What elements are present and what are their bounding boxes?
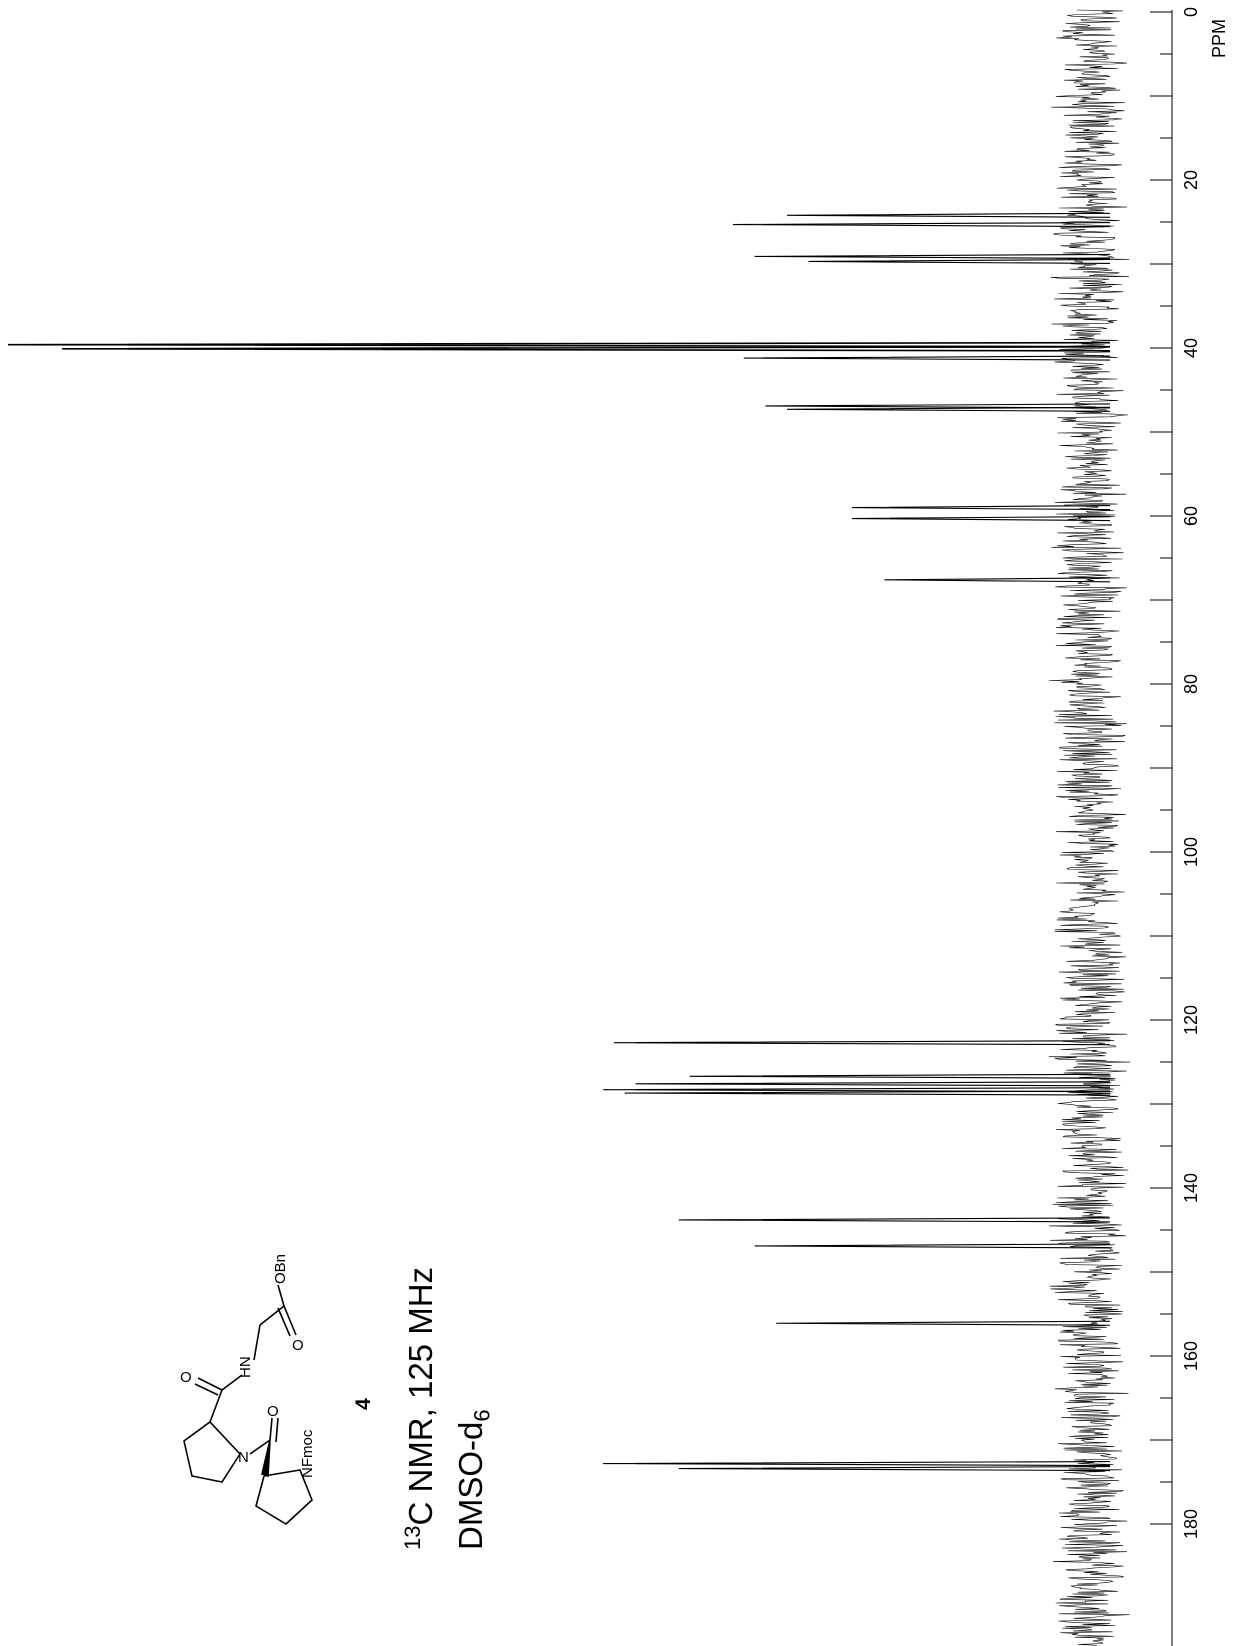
tick-label: 180 xyxy=(1181,1509,1201,1539)
peak-19 xyxy=(754,1243,1111,1249)
peak-1 xyxy=(787,212,1111,218)
bond-n-c2 xyxy=(249,1439,271,1455)
bond-c2-o2b xyxy=(275,1417,279,1443)
atom-label-o1: O xyxy=(180,1369,192,1386)
solvent-main: DMSO-d xyxy=(452,1421,489,1550)
tick-label: 140 xyxy=(1181,1173,1201,1203)
bond-c-o1b xyxy=(194,1383,219,1396)
structure-labels: O HN N O NFmoc OBn O xyxy=(180,1254,316,1478)
peak-18 xyxy=(678,1217,1111,1223)
peak-22 xyxy=(678,1466,1111,1472)
tick-label: 0 xyxy=(1181,7,1201,17)
tick-label: 100 xyxy=(1181,837,1201,867)
tick-label: 40 xyxy=(1181,338,1201,358)
spectrum-caption: 13C NMR, 125 MHz DMSO-d6 xyxy=(400,1260,510,1560)
peak-10 xyxy=(851,505,1111,511)
peak-6 xyxy=(62,346,1111,352)
peak-14 xyxy=(689,1073,1111,1079)
bond-c-nh xyxy=(221,1374,243,1391)
atom-label-nfmoc: NFmoc xyxy=(299,1429,316,1478)
noise-band xyxy=(1048,9,1131,1646)
atom-label-o3: O xyxy=(292,1337,304,1354)
wedge-bond xyxy=(261,1439,271,1478)
peak-9 xyxy=(787,406,1111,412)
peak-20 xyxy=(776,1320,1111,1326)
atom-label-hn: HN xyxy=(237,1356,254,1378)
peak-16 xyxy=(603,1087,1111,1093)
tick-label: 80 xyxy=(1181,674,1201,694)
tick-label: 120 xyxy=(1181,1005,1201,1035)
nmr-text: C NMR, 125 MHz xyxy=(402,1266,439,1526)
atom-label-n: N xyxy=(238,1449,249,1466)
solvent-label: DMSO-d6 xyxy=(452,1409,496,1550)
ppm-ticks: 0 20 40 60 80 100 120 140 160 180 xyxy=(1150,7,1201,1539)
peak-21 xyxy=(603,1460,1111,1467)
nucleus-superscript: 13 xyxy=(400,1525,425,1550)
peak-4 xyxy=(808,258,1111,265)
bond-c-c1 xyxy=(209,1389,223,1423)
tick-label: 160 xyxy=(1181,1341,1201,1371)
bond-c-o3 xyxy=(283,1305,297,1336)
peak-12 xyxy=(884,577,1111,583)
peak-8 xyxy=(765,403,1111,409)
bond-c2-o2 xyxy=(269,1417,273,1441)
peak-7 xyxy=(743,355,1111,361)
bond-c-obn xyxy=(277,1284,285,1307)
peak-2 xyxy=(732,221,1111,228)
solvent-subscript: 6 xyxy=(469,1409,495,1422)
atom-label-obn: OBn xyxy=(272,1254,289,1284)
bond-nh-ch2 xyxy=(253,1324,261,1361)
peak-5 xyxy=(7,341,1111,348)
peak-15 xyxy=(635,1081,1111,1087)
bond-ch2-c xyxy=(259,1305,285,1326)
peak-3 xyxy=(754,253,1111,259)
noise-trace xyxy=(1048,9,1131,1646)
peaks-group xyxy=(7,212,1111,1472)
nmr-experiment-label: 13C NMR, 125 MHz xyxy=(400,1267,440,1550)
peak-11 xyxy=(851,515,1111,522)
ring1-bond xyxy=(183,1420,241,1483)
atom-label-o2: O xyxy=(267,1403,279,1420)
bond-c-o3b xyxy=(277,1307,291,1337)
peak-17 xyxy=(624,1090,1111,1096)
ppm-axis-label: PPM xyxy=(1209,18,1229,58)
chemical-structure xyxy=(183,1284,313,1525)
bond-c-o1 xyxy=(197,1377,223,1391)
tick-label: 60 xyxy=(1181,506,1201,526)
ring2-bond xyxy=(255,1469,313,1525)
peak-13 xyxy=(613,1040,1111,1046)
tick-label: 20 xyxy=(1181,170,1201,190)
compound-number: 4 xyxy=(352,1398,375,1410)
